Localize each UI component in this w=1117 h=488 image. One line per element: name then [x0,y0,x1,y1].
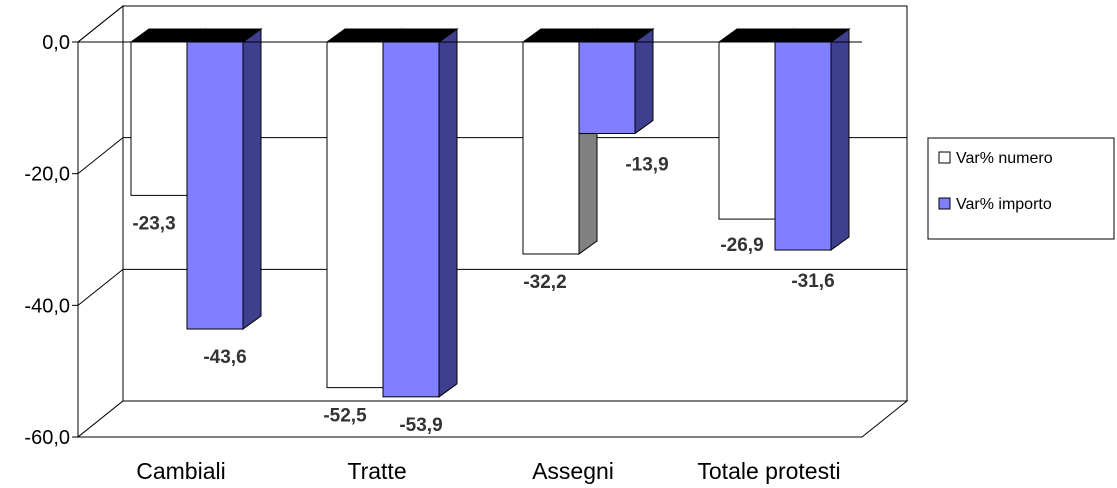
bar-importo-assegni [577,28,655,135]
data-label: -52,5 [323,406,367,427]
gridline [77,5,907,43]
data-label: -26,9 [720,235,763,256]
bar-importo-front [774,41,832,251]
legend-label: Var% numero [956,150,1053,167]
y-tick-label: -40,0 [24,295,70,317]
y-tick-label: -20,0 [24,164,70,186]
chart-bars [129,28,851,398]
data-label: -43,6 [203,347,246,368]
y-tick-label: 0,0 [42,32,70,54]
legend: Var% numero Var% importo [927,137,1115,240]
bar-numero-front [718,41,776,220]
bar-importo-side [634,28,654,135]
bar-importo-side [438,28,458,398]
chart-walls [76,4,909,439]
bar-importo-totale-protesti [773,28,851,252]
x-axis-categories: Cambiali Tratte Assegni Totale protesti [136,458,840,484]
legend-swatch [938,151,951,164]
y-tick-label: -60,0 [24,427,70,449]
data-label: -53,9 [399,415,442,436]
bar-numero-front [130,41,188,196]
bar-importo-side [242,28,262,331]
legend-box [927,137,1115,240]
bar-importo-side [830,28,850,252]
bar-importo-front [382,41,440,398]
legend-label: Var% importo [956,196,1052,213]
bar-importo-front [186,41,244,330]
bar-importo-front [578,41,636,135]
floor [76,400,909,438]
bar-importo-tratte [381,28,459,398]
data-label: -23,3 [132,213,175,234]
bar-importo-cambiali [185,28,263,331]
data-labels: -23,3 -43,6 -52,5 -53,9 -32,2 -13,9 -26,9 -31,6 [132,155,834,436]
data-label: -31,6 [791,271,834,292]
bar-numero-front [326,41,384,389]
gridline [77,268,907,306]
bar-numero-front [522,41,580,255]
side-wall [77,4,124,439]
data-label: -32,2 [523,272,566,293]
legend-swatch [938,197,951,210]
x-category-label: Tratte [347,458,406,484]
x-category-label: Assegni [532,458,614,484]
gridline [77,137,907,175]
x-category-label: Totale protesti [697,458,840,484]
data-label: -13,9 [625,155,668,176]
x-category-label: Cambiali [136,458,225,484]
y-axis-ticks: 0,0 -20,0 -40,0 -60,0 [24,32,862,449]
